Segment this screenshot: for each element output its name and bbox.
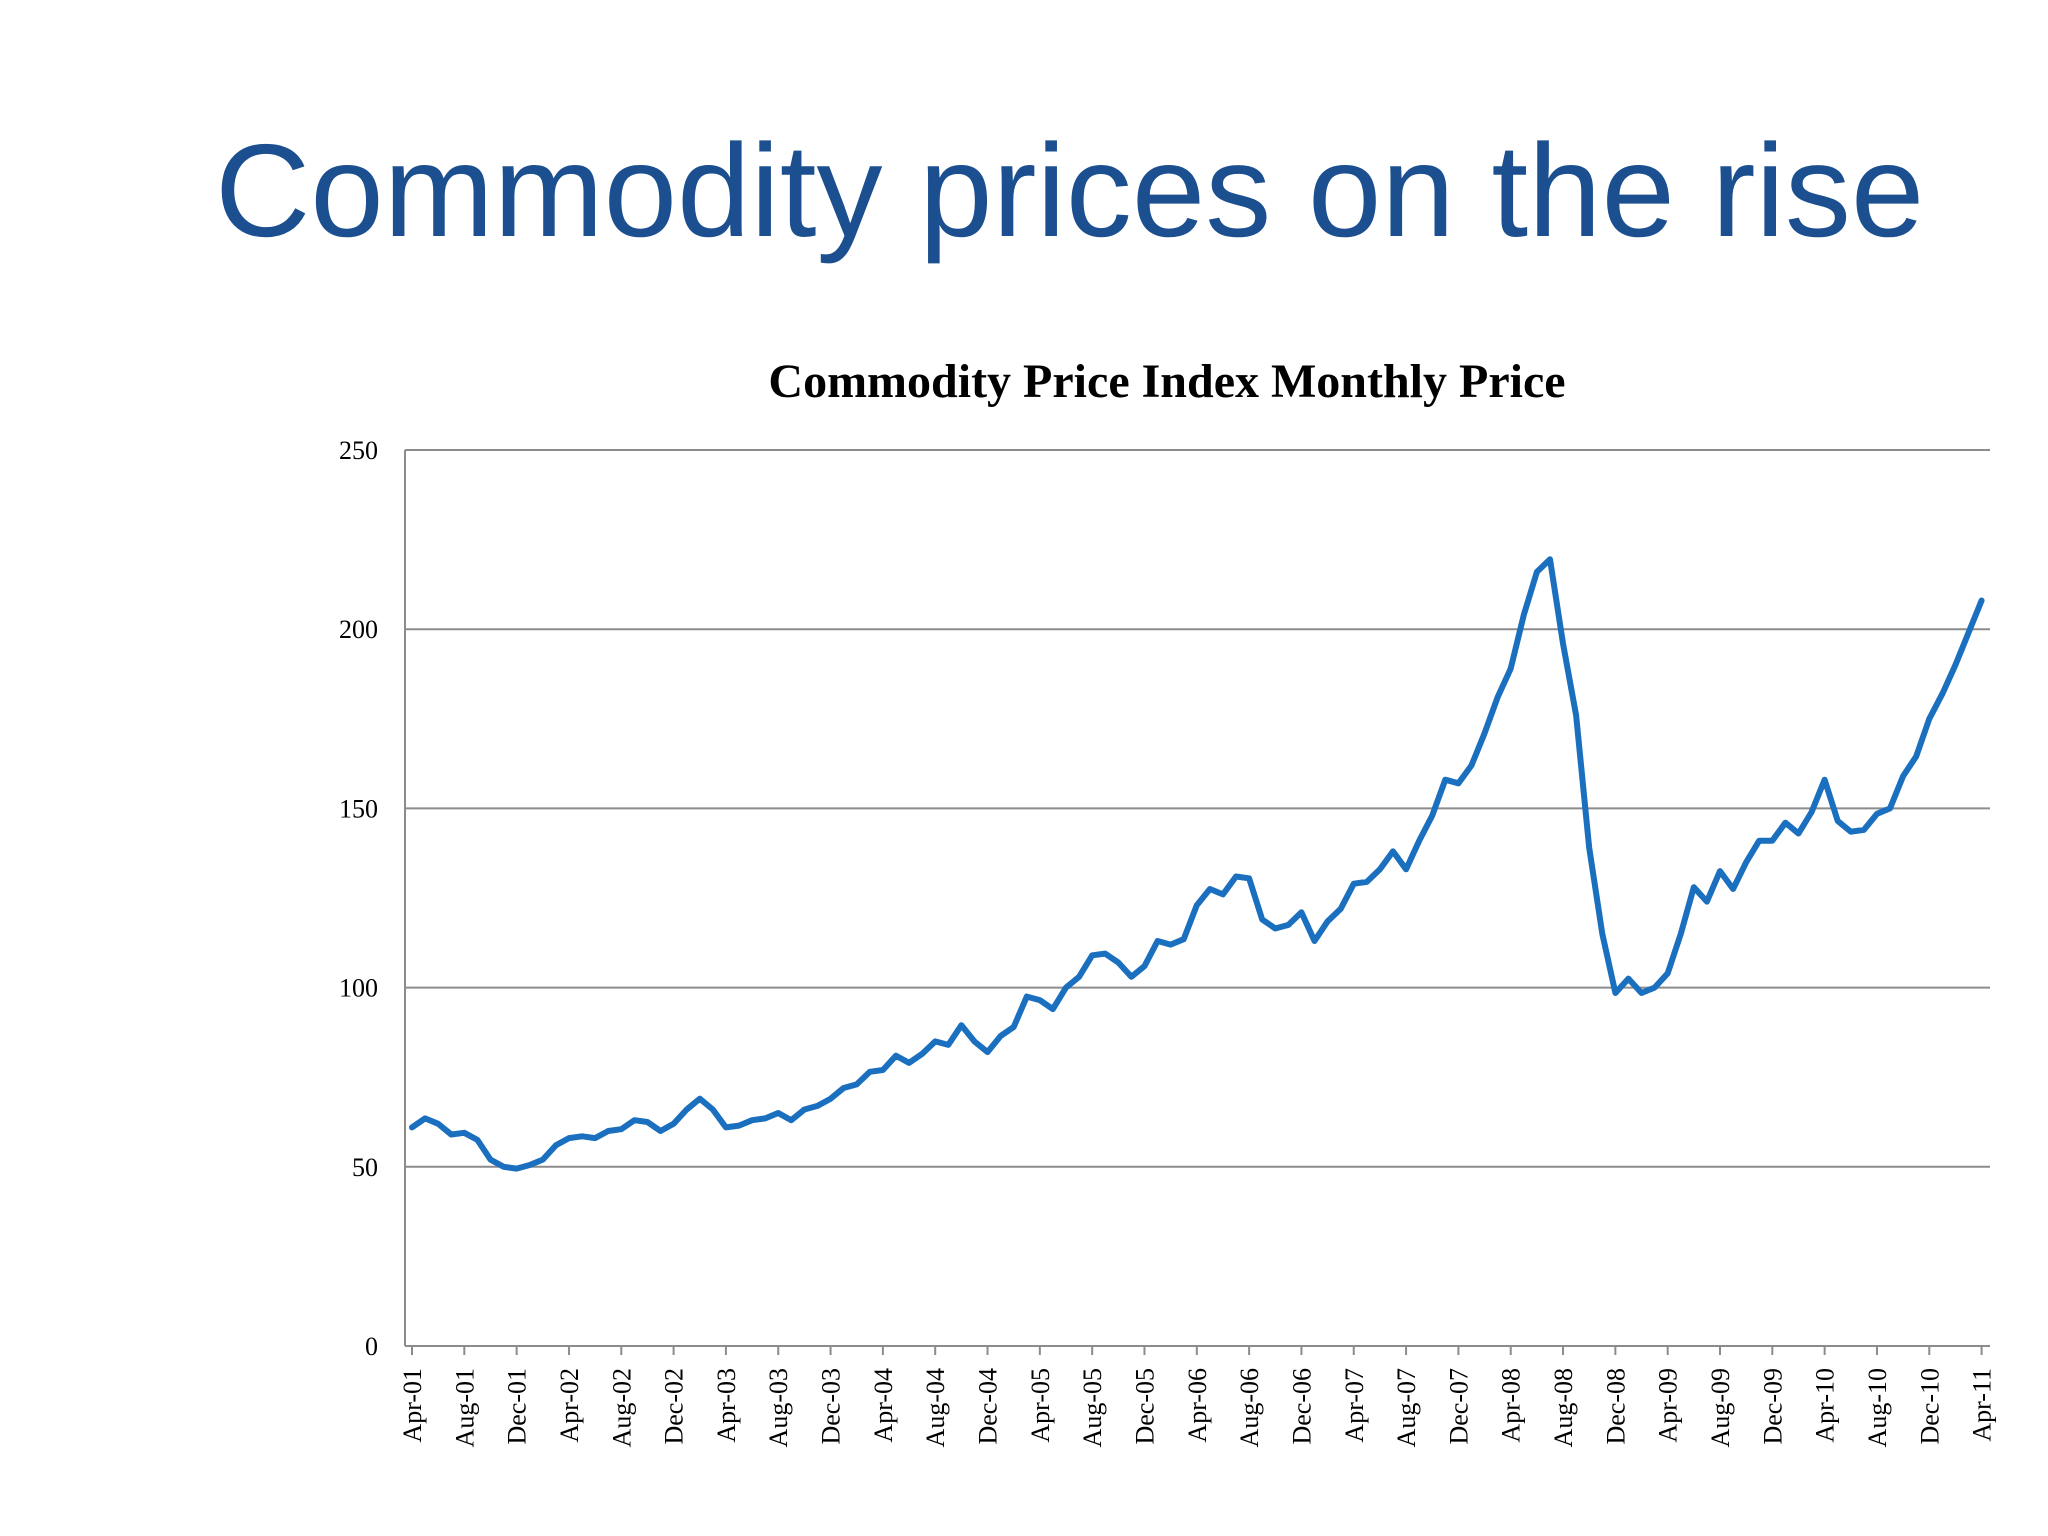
x-tick-label-Aug-07: Aug-07 — [1392, 1368, 1421, 1447]
y-tick-label-100: 100 — [339, 974, 378, 1003]
x-tick-label-Apr-09: Apr-09 — [1654, 1368, 1683, 1443]
x-tick-label-Aug-10: Aug-10 — [1863, 1368, 1892, 1447]
x-tick-label-Dec-06: Dec-06 — [1287, 1368, 1316, 1445]
y-tick-label-0: 0 — [365, 1332, 378, 1361]
x-tick-label-Apr-06: Apr-06 — [1183, 1368, 1212, 1443]
y-tick-label-250: 250 — [339, 436, 378, 465]
x-tick-label-Apr-11: Apr-11 — [1968, 1368, 1997, 1442]
x-tick-label-Apr-10: Apr-10 — [1811, 1368, 1840, 1443]
x-tick-label-Aug-04: Aug-04 — [921, 1368, 950, 1447]
y-tick-label-50: 50 — [352, 1153, 378, 1182]
x-tick-label-Dec-03: Dec-03 — [817, 1368, 846, 1445]
x-tick-label-Apr-08: Apr-08 — [1497, 1368, 1526, 1443]
x-tick-label-Apr-02: Apr-02 — [555, 1368, 584, 1443]
y-tick-label-150: 150 — [339, 794, 378, 823]
x-tick-label-Aug-08: Aug-08 — [1549, 1368, 1578, 1447]
y-tick-labels: 0 50 100 150 200 250 — [339, 436, 378, 1361]
x-tick-label-Dec-01: Dec-01 — [503, 1368, 532, 1445]
x-tick-label-Dec-07: Dec-07 — [1444, 1368, 1473, 1445]
x-tick-label-Dec-05: Dec-05 — [1130, 1368, 1159, 1445]
x-tick-label-Aug-02: Aug-02 — [607, 1368, 636, 1447]
x-tick-label-Apr-03: Apr-03 — [712, 1368, 741, 1443]
x-tick-labels: Apr-01 Aug-01 Dec-01 Apr-02 Aug-02 Dec-02 Apr-… — [398, 1368, 1997, 1447]
x-tick-label-Apr-05: Apr-05 — [1026, 1368, 1055, 1443]
axes — [404, 450, 1990, 1355]
x-tick-label-Apr-01: Apr-01 — [398, 1368, 427, 1443]
x-tick-label-Aug-03: Aug-03 — [764, 1368, 793, 1447]
x-tick-label-Apr-07: Apr-07 — [1340, 1368, 1369, 1443]
series-layer — [409, 556, 1985, 1172]
x-tick-label-Dec-08: Dec-08 — [1601, 1368, 1630, 1445]
chart-title: Commodity Price Index Monthly Price — [768, 355, 1565, 408]
slide-title: Commodity prices on the rise — [215, 117, 1925, 264]
y-tick-label-200: 200 — [339, 615, 378, 644]
x-tick-label-Aug-06: Aug-06 — [1235, 1368, 1264, 1447]
x-tick-label-Aug-05: Aug-05 — [1078, 1368, 1107, 1447]
x-tick-label-Aug-01: Aug-01 — [450, 1368, 479, 1447]
x-tick-label-Apr-04: Apr-04 — [869, 1368, 898, 1443]
x-tick-label-Dec-10: Dec-10 — [1915, 1368, 1944, 1445]
grid-lines — [405, 449, 1990, 1168]
x-tick-label-Dec-04: Dec-04 — [974, 1368, 1003, 1445]
series-line-commodity-price-index — [409, 556, 1985, 1172]
x-tick-label-Dec-02: Dec-02 — [660, 1368, 689, 1445]
x-tick-label-Aug-09: Aug-09 — [1706, 1368, 1735, 1447]
x-tick-label-Dec-09: Dec-09 — [1758, 1368, 1787, 1445]
